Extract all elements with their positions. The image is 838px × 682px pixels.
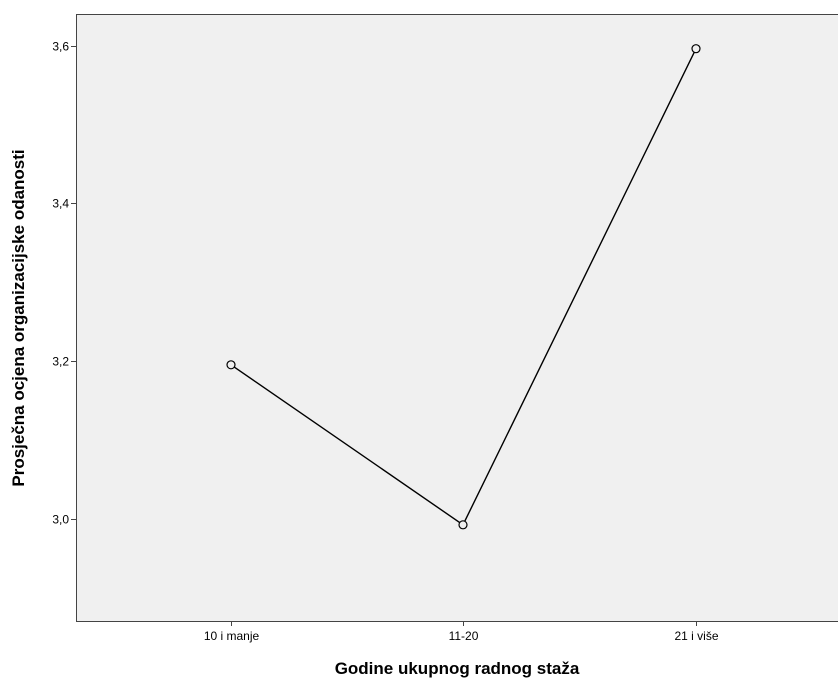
- x-axis-title: Godine ukupnog radnog staža: [335, 659, 580, 678]
- x-tick-label: 11-20: [449, 629, 479, 643]
- y-axis-title: Prosječna ocjena organizacijske odanosti: [9, 149, 28, 486]
- data-point-marker: [226, 360, 236, 370]
- y-axis-ticks: 3,0 3,2 3,4 3,6: [52, 40, 76, 527]
- plot-area: [76, 14, 838, 621]
- x-tick-label: 10 i manje: [204, 629, 260, 643]
- data-point-marker: [691, 44, 701, 54]
- x-axis-ticks: 10 i manje 11-20 21 i više: [204, 621, 719, 643]
- y-tick-label: 3,4: [52, 197, 69, 211]
- series-layer: [226, 44, 701, 530]
- x-tick-label: 21 i više: [674, 629, 718, 643]
- y-tick-label: 3,2: [52, 355, 69, 369]
- y-tick-label: 3,6: [52, 40, 69, 54]
- data-point-marker: [458, 520, 468, 530]
- y-tick-label: 3,0: [52, 513, 69, 527]
